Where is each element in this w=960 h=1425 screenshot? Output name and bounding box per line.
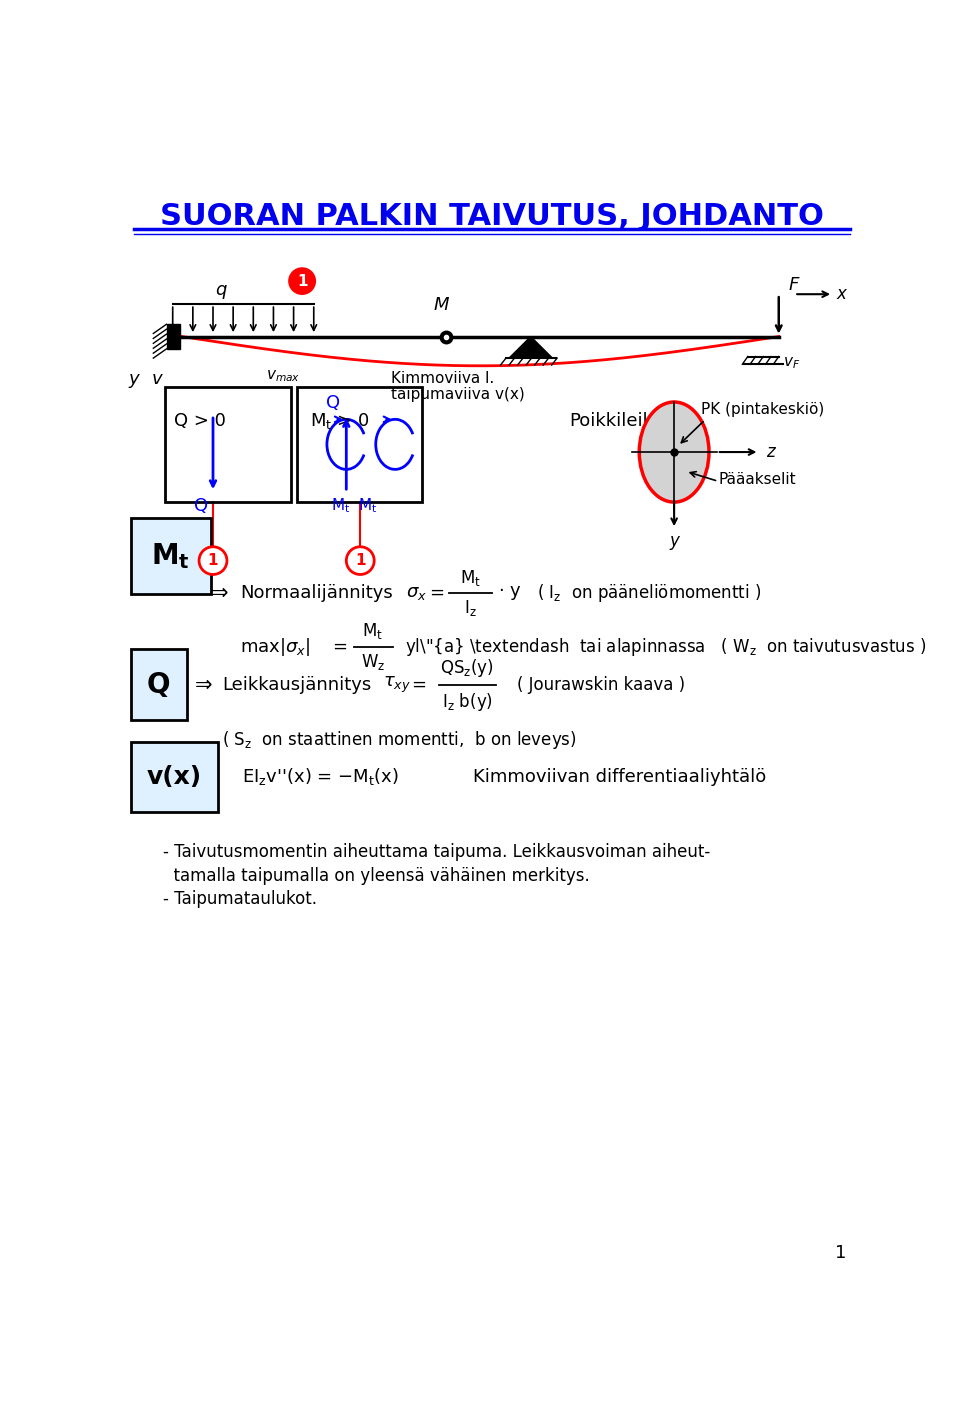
Text: M$_\mathregular{t}$  M$_\mathregular{t}$: M$_\mathregular{t}$ M$_\mathregular{t}$ — [331, 497, 377, 516]
Text: F: F — [788, 276, 799, 295]
Text: x: x — [837, 285, 847, 304]
Text: ( S$_\mathregular{z}$  on staattinen momentti,  b on leveys): ( S$_\mathregular{z}$ on staattinen mome… — [223, 730, 577, 751]
Text: M$_\mathregular{t}$ > 0: M$_\mathregular{t}$ > 0 — [310, 412, 370, 432]
Text: Kimmoviiva l.: Kimmoviiva l. — [392, 372, 494, 386]
Text: q: q — [215, 281, 227, 299]
Text: z: z — [765, 443, 775, 462]
Text: Q: Q — [147, 671, 171, 698]
Text: M$_\mathregular{t}$: M$_\mathregular{t}$ — [460, 567, 481, 587]
Text: v(x): v(x) — [147, 765, 202, 789]
Polygon shape — [509, 336, 552, 358]
Text: SUORAN PALKIN TAIVUTUS, JOHDANTO: SUORAN PALKIN TAIVUTUS, JOHDANTO — [160, 202, 824, 231]
Text: M$_\mathregular{t}$: M$_\mathregular{t}$ — [362, 621, 383, 641]
Text: 1: 1 — [835, 1244, 847, 1263]
Text: I$_\mathregular{z}$: I$_\mathregular{z}$ — [464, 598, 477, 618]
Text: EI$_\mathregular{z}$v''(x) = $-$M$_\mathregular{t}$(x): EI$_\mathregular{z}$v''(x) = $-$M$_\math… — [243, 767, 399, 788]
Text: I$_\mathregular{z}$ b(y): I$_\mathregular{z}$ b(y) — [442, 691, 492, 712]
Text: v: v — [152, 370, 162, 388]
Text: tamalla taipumalla on yleensä vähäinen merkitys.: tamalla taipumalla on yleensä vähäinen m… — [162, 866, 589, 885]
Bar — [165, 386, 291, 502]
Text: Q > 0: Q > 0 — [175, 412, 227, 430]
Circle shape — [288, 268, 316, 295]
Text: y: y — [129, 370, 139, 388]
Text: QS$_\mathregular{z}$(y): QS$_\mathregular{z}$(y) — [441, 657, 494, 678]
Text: =: = — [429, 584, 444, 601]
Bar — [297, 386, 422, 502]
Text: Poikkileikkaus: Poikkileikkaus — [569, 412, 695, 430]
Text: Leikkausjännitys: Leikkausjännitys — [223, 675, 372, 694]
Text: $v_{max}$: $v_{max}$ — [266, 369, 300, 385]
Text: - Taipumataulukot.: - Taipumataulukot. — [162, 889, 317, 908]
FancyBboxPatch shape — [131, 741, 219, 812]
Text: 1: 1 — [207, 553, 218, 569]
Text: PK (pintakeskiö): PK (pintakeskiö) — [701, 402, 825, 418]
Text: - Taivutusmomentin aiheuttama taipuma. Leikkausvoiman aiheut-: - Taivutusmomentin aiheuttama taipuma. L… — [162, 844, 709, 862]
Text: =: = — [332, 638, 348, 656]
Text: y: y — [669, 532, 679, 550]
Text: taipumaviiva v(x): taipumaviiva v(x) — [392, 386, 525, 402]
Text: Pääakselit: Pääakselit — [718, 472, 796, 486]
Text: M: M — [434, 295, 449, 314]
Text: $\tau_{xy}$: $\tau_{xy}$ — [383, 674, 412, 695]
Text: yl\"{a} \textendash  tai alapinnassa   ( W$_\mathregular{z}$  on taivutusvastus : yl\"{a} \textendash tai alapinnassa ( W$… — [405, 636, 926, 658]
FancyBboxPatch shape — [131, 650, 187, 720]
Text: ⇒: ⇒ — [210, 583, 228, 603]
Text: ( Jourawskin kaava ): ( Jourawskin kaava ) — [516, 675, 684, 694]
Text: M$_\mathregular{t}$: M$_\mathregular{t}$ — [151, 542, 190, 571]
Text: $\cdot$ y: $\cdot$ y — [498, 584, 521, 601]
Text: Kimmoviivan differentiaaliyhtälö: Kimmoviivan differentiaaliyhtälö — [472, 768, 766, 787]
Text: Q: Q — [326, 393, 340, 412]
Text: Normaalijännitys: Normaalijännitys — [240, 584, 393, 601]
FancyBboxPatch shape — [131, 519, 210, 594]
Text: $v_F$: $v_F$ — [782, 356, 800, 372]
Text: ⇒: ⇒ — [195, 674, 212, 694]
Text: 1: 1 — [355, 553, 366, 569]
Circle shape — [199, 547, 227, 574]
Ellipse shape — [639, 402, 709, 502]
Text: Q: Q — [194, 497, 208, 514]
Text: =: = — [411, 675, 426, 694]
Text: ( I$_\mathregular{z}$  on pääneliömomentti ): ( I$_\mathregular{z}$ on pääneliömomentt… — [537, 581, 761, 604]
Text: $\sigma_x$: $\sigma_x$ — [405, 584, 426, 601]
Text: 1: 1 — [297, 274, 307, 289]
Circle shape — [347, 547, 374, 574]
Bar — [166, 325, 180, 349]
Text: W$_\mathregular{z}$: W$_\mathregular{z}$ — [361, 653, 385, 673]
Text: max$|\sigma_x|$: max$|\sigma_x|$ — [240, 636, 310, 658]
